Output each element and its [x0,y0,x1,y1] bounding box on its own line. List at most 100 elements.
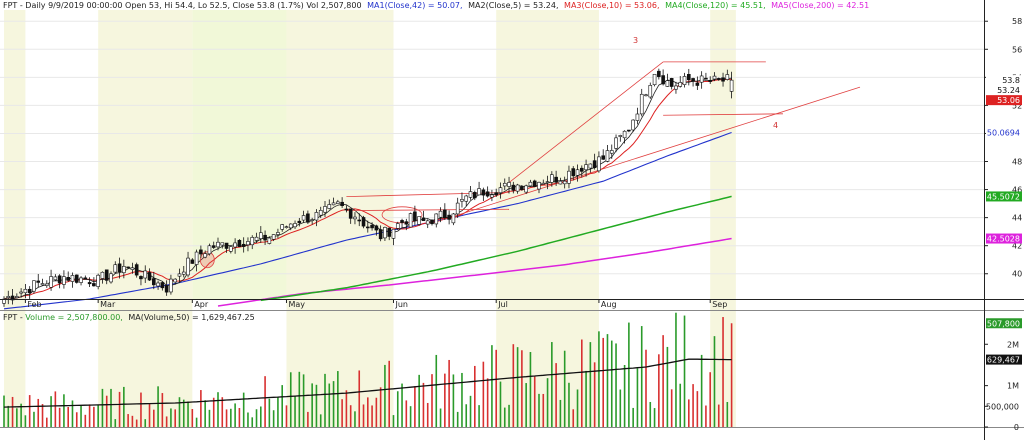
candle-body [635,113,640,121]
volume-bar [260,406,262,427]
volume-bar [362,404,365,427]
volume-tick-label: 500,000 [986,402,1019,411]
candle-body [27,288,32,294]
volume-bar [367,397,369,427]
volume-bar [208,409,211,427]
candle-body [425,220,430,225]
candle-body [44,283,49,286]
volume-bar [679,383,682,427]
candle-body [109,273,113,283]
volume-bar [93,406,95,427]
volume-bar [255,409,258,427]
volume-bar [414,386,416,427]
volume-bar [114,419,117,427]
volume-bar [598,331,600,427]
volume-bar [649,401,652,427]
candle-body [361,217,366,227]
candle-body [447,214,451,220]
volume-bar [593,362,596,427]
candle-body [49,276,53,288]
candle-body [494,192,499,196]
candle-body [485,191,490,197]
volume-bar [474,365,476,427]
candle-body [524,185,528,193]
candle-body [678,82,683,87]
candle-body [280,224,285,230]
price-tick-label: 58 [1012,17,1022,26]
candle-body [455,202,460,215]
volume-bar [131,415,134,427]
candle-body [169,278,173,293]
candle-body [250,237,255,246]
candle-body [40,283,45,286]
volume-bar [140,392,142,427]
volume-bar [696,391,699,427]
candle-body [490,194,494,198]
candle-body [207,245,212,255]
candle-body [502,182,507,187]
candle-body [211,245,216,248]
ma1-tag: 50.0694 [987,128,1020,137]
candle-body [233,242,237,248]
candle-body [19,291,23,294]
candle-body [164,285,169,293]
candle-body [725,74,730,80]
candle-body [199,249,203,255]
volume-bar [97,404,99,427]
month-label: Feb [27,300,41,309]
ma1-tag-bg [986,127,1022,138]
volume-bar [217,392,219,427]
ma2-tag: 53.24 [997,86,1020,95]
candle-body [451,213,456,224]
close-tag-bg [986,75,1022,86]
candle-body [511,184,516,191]
month-bands [4,10,736,427]
volume-bar [337,371,339,427]
volume-bar [392,415,395,427]
volume-bar [615,343,617,427]
candle-body [190,259,195,264]
candle-body [699,75,704,83]
header-ma5: MA5(Close,200) = 42.51 [771,1,869,10]
month-label: May [288,300,305,309]
volume-header: FPT - Volume = 2,507,800.00, MA(Volume,5… [3,313,255,322]
candle-body [618,135,623,137]
volume-bar [692,384,694,427]
ma2-tag-bg [986,85,1022,96]
candle-body [216,241,220,248]
volume-bar [576,389,579,427]
candle-body [229,246,233,252]
volume-bar [200,390,202,427]
volume-bar [37,398,40,427]
volume-bar [153,409,155,427]
volume-bar [24,415,27,427]
candle-body [160,282,165,289]
candle-body [374,225,379,231]
volume-bar [41,404,44,427]
volume-bar [281,385,283,427]
candle-body [6,296,11,298]
candle-body [631,119,635,131]
candle-body [622,130,627,139]
candle-body [554,176,558,183]
candle-body [306,213,310,223]
volume-bar [499,381,502,427]
volume-bar [212,397,215,427]
candle-body [481,189,486,196]
candle-body [134,264,139,276]
candle-body [348,208,353,219]
volume-bar [354,411,356,427]
candle-body [545,181,550,183]
candle-body [284,226,289,228]
candle-body [708,80,713,82]
candle-body [318,210,323,216]
ma3-tag: 53.06 [997,96,1020,105]
volume-bar [46,417,48,427]
month-label: Sep [712,300,727,309]
candle-body [143,270,148,279]
volume-bar [431,374,433,427]
candle-body [686,74,691,81]
volume-ma-layer [3,358,732,408]
month-band [98,10,193,427]
